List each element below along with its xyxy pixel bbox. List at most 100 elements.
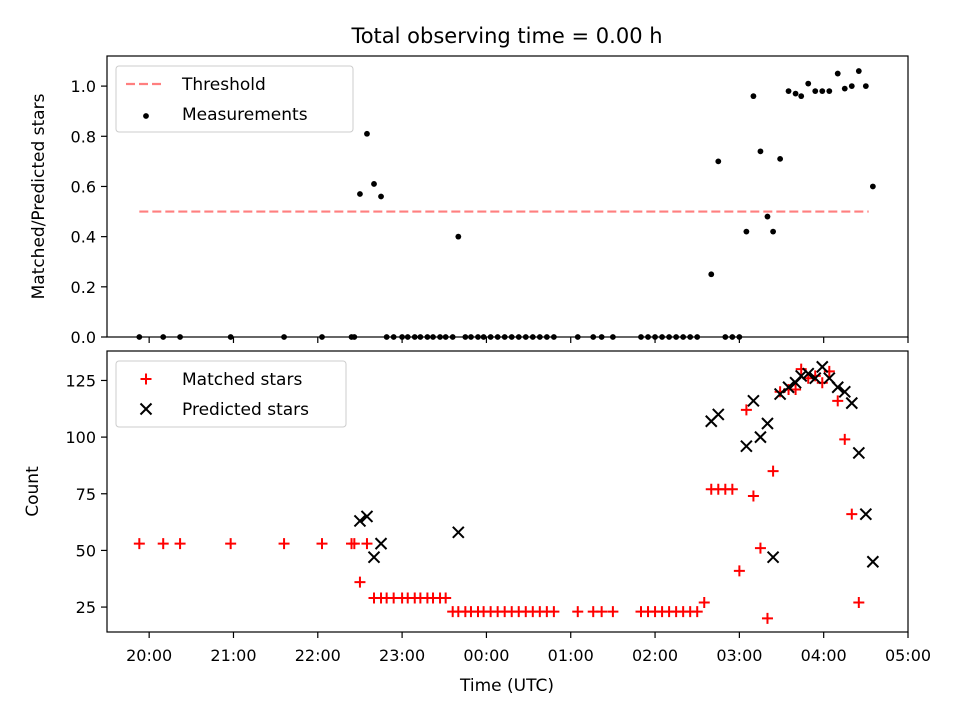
measurement-point: [399, 334, 406, 340]
measurement-point: [227, 334, 234, 340]
y-tick-label: 25: [76, 598, 96, 617]
y-tick-label: 0.0: [71, 328, 96, 347]
matched-star-point: [316, 538, 328, 550]
series-matched-stars: [133, 363, 865, 624]
y-axis-label: Matched/Predicted stars: [29, 93, 49, 299]
measurement-point: [522, 334, 529, 340]
measurement-point: [826, 88, 833, 95]
legend-label: Measurements: [182, 105, 308, 125]
predicted-star-point: [866, 555, 880, 568]
y-tick-label: 1.0: [71, 77, 96, 96]
matched-star-point: [832, 395, 844, 407]
measurement-point: [136, 334, 143, 340]
series-measurements: [136, 68, 876, 340]
measurement-point: [659, 334, 665, 340]
matched-star-point: [361, 538, 373, 550]
axes-frame: [106, 350, 909, 633]
matched-star-point: [853, 597, 865, 609]
measurement-point: [364, 130, 370, 137]
predicted-star-point: [794, 369, 808, 383]
measurement-point: [462, 334, 469, 340]
x-tick-label: 05:00: [885, 646, 931, 665]
measurement-point: [468, 334, 474, 340]
measurement-point: [536, 334, 543, 340]
predicted-star-point: [353, 514, 367, 528]
matched-star-point: [726, 483, 738, 495]
measurement-point: [442, 334, 449, 340]
matched-star-point: [846, 508, 858, 520]
matched-star-point: [596, 606, 608, 618]
measurement-point: [722, 334, 729, 340]
measurement-point: [501, 334, 508, 340]
predicted-star-point: [712, 408, 725, 421]
measurement-point: [160, 334, 167, 340]
measurement-point: [475, 334, 481, 340]
measurement-point: [736, 334, 743, 340]
predicted-star-point: [816, 360, 829, 374]
measurement-point: [383, 334, 390, 340]
y-tick-label: 50: [76, 541, 96, 560]
measurement-point: [819, 88, 826, 95]
measurement-point: [390, 334, 397, 340]
x-tick-label: 01:00: [548, 646, 594, 665]
measurement-point: [848, 83, 855, 90]
measurement-point: [508, 334, 515, 340]
matched-star-point: [754, 542, 766, 554]
matched-star-point: [225, 538, 237, 550]
matched-star-point: [440, 592, 452, 604]
y-axis-label: Count: [23, 466, 43, 517]
matched-star-point: [761, 612, 773, 624]
measurement-point: [543, 334, 550, 340]
measurement-point: [515, 334, 522, 340]
measurement-point: [455, 233, 462, 240]
predicted-star-point: [747, 394, 760, 408]
legend-box: [115, 360, 347, 428]
measurement-point: [743, 228, 750, 235]
predicted-star-point: [452, 526, 465, 539]
measurement-point: [424, 334, 431, 340]
measurement-point: [590, 334, 597, 340]
matched-star-point: [839, 433, 851, 445]
y-tick-label: 125: [65, 371, 96, 390]
measurement-point: [777, 155, 784, 162]
measurement-point: [351, 334, 358, 340]
predicted-star-point: [766, 551, 780, 564]
x-tick-label: 03:00: [716, 646, 762, 665]
measurement-point: [550, 334, 557, 340]
matched-star-point: [691, 606, 703, 618]
bottom-panel: 20:00 21:00 22:00 23:00 00:00 01:00 02:00 03:00…: [23, 350, 931, 665]
x-tick-label: 02:00: [632, 646, 678, 665]
matched-star-point: [740, 404, 752, 416]
matched-star-point: [747, 490, 759, 502]
measurement-point: [729, 334, 736, 340]
legend-label: Matched stars: [182, 370, 302, 390]
measurement-point: [757, 148, 764, 155]
measurement-point: [417, 334, 424, 340]
x-tick-label: 22:00: [295, 646, 341, 665]
measurement-point: [609, 334, 616, 340]
matched-star-point: [157, 538, 169, 550]
predicted-star-point: [367, 551, 381, 564]
matched-star-point: [133, 538, 145, 550]
x-tick-label: 23:00: [379, 646, 425, 665]
measurement-point: [855, 68, 862, 74]
matched-star-point: [548, 606, 560, 618]
measurement-point: [694, 334, 701, 340]
predicted-star-point: [838, 385, 851, 398]
measurement-point: [812, 88, 819, 95]
predicted-star-point: [852, 446, 866, 460]
legend-marker-swatch: [143, 113, 149, 119]
y-tick-label: 0.6: [71, 177, 96, 196]
measurement-point: [785, 88, 792, 95]
top-panel: 0.0 0.2 0.4 0.6 0.8 1.0 Matched/Predicted star…: [29, 55, 909, 347]
measurement-point: [680, 334, 687, 340]
measurement-point: [834, 70, 841, 77]
y-tick-label: 0.2: [71, 278, 96, 297]
measurement-point: [378, 193, 384, 200]
matched-star-point: [354, 576, 366, 588]
measurement-point: [598, 334, 605, 340]
matched-star-point: [767, 465, 779, 477]
measurement-point: [404, 334, 411, 340]
matched-star-point: [278, 538, 290, 550]
